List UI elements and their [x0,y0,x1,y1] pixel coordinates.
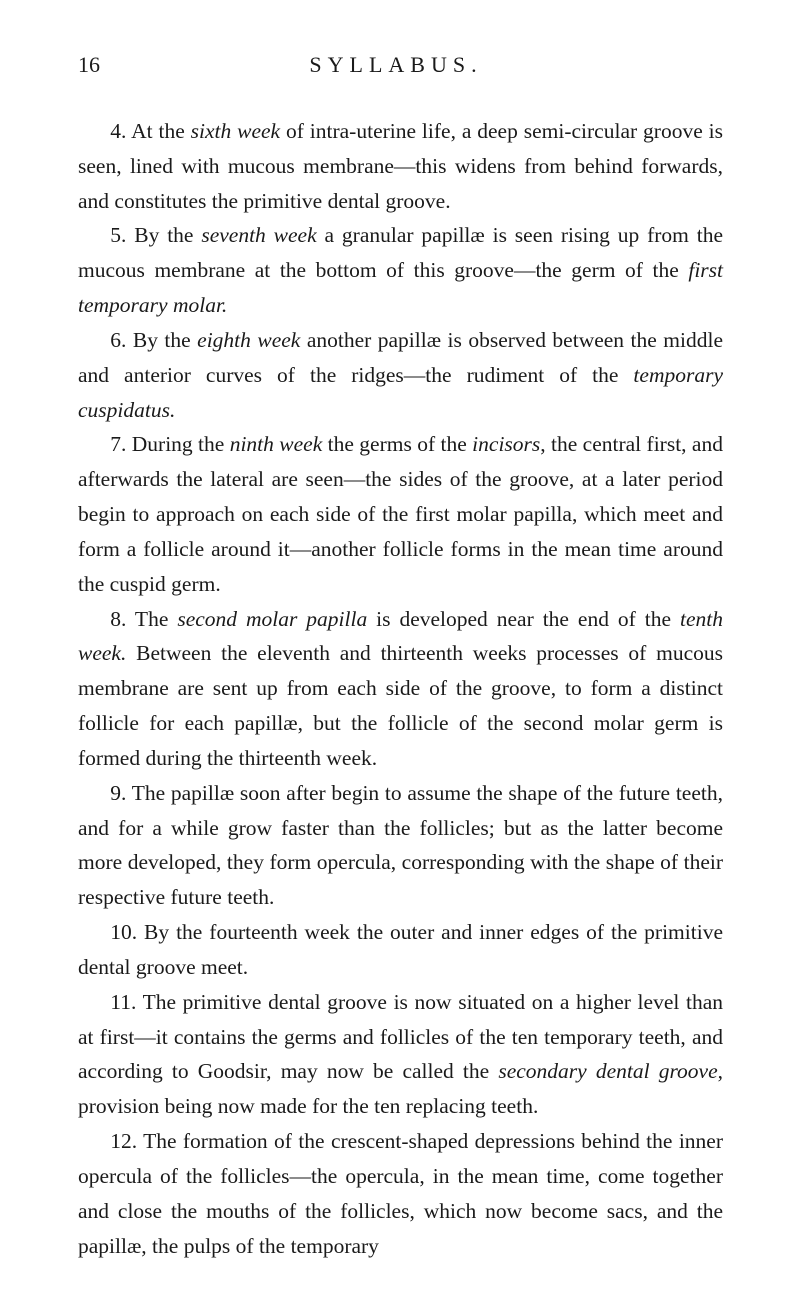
paragraph: 5. By the seventh week a granular papill… [78,218,723,322]
body-text: 4. At the sixth week of intra-uterine li… [78,114,723,1263]
text: , the central first, and afterwards the … [78,432,723,595]
paragraph: 11. The primitive dental groove is now s… [78,985,723,1124]
italic-text: ninth week [230,432,323,456]
text: is developed near the end of the [367,607,680,631]
italic-text: second molar papilla [177,607,367,631]
italic-text: seventh week [201,223,316,247]
page-header: 16 SYLLABUS. [78,52,723,78]
italic-text: eighth week [197,328,300,352]
text: 4. At the [110,119,190,143]
italic-text: sixth week [191,119,280,143]
paragraph: 10. By the fourteenth week the outer and… [78,915,723,985]
text: 9. The papillæ soon after begin to assum… [78,781,723,909]
text: 7. During the [110,432,229,456]
paragraph: 7. During the ninth week the germs of th… [78,427,723,601]
italic-text: secondary dental groove [498,1059,717,1083]
text: Between the eleventh and thirteenth week… [78,641,723,769]
text: 5. By the [110,223,201,247]
page: 16 SYLLABUS. 4. At the sixth week of int… [0,0,801,1303]
text: 6. By the [110,328,197,352]
paragraph: 8. The second molar papilla is developed… [78,602,723,776]
text: 10. By the fourteenth week the outer and… [78,920,723,979]
text: 8. The [110,607,177,631]
text: the germs of the [322,432,472,456]
italic-text: incisors [472,432,540,456]
paragraph: 9. The papillæ soon after begin to assum… [78,776,723,915]
paragraph: 6. By the eighth week another papillæ is… [78,323,723,427]
paragraph: 12. The formation of the crescent-shaped… [78,1124,723,1263]
text: 12. The formation of the crescent-shaped… [78,1129,723,1257]
running-title: SYLLABUS. [70,52,722,78]
paragraph: 4. At the sixth week of intra-uterine li… [78,114,723,218]
